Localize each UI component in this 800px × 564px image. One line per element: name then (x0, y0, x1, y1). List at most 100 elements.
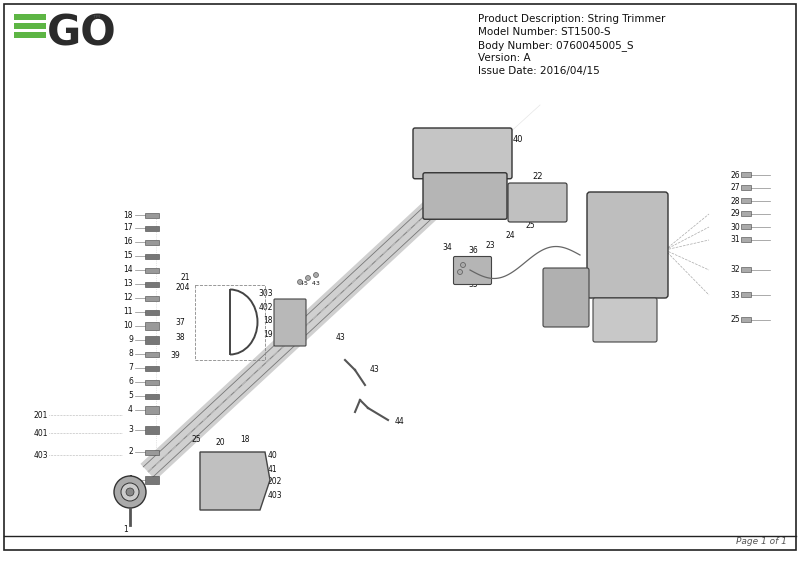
Text: 43: 43 (335, 333, 345, 342)
Text: 40: 40 (268, 451, 278, 460)
FancyBboxPatch shape (423, 173, 507, 219)
Text: 29: 29 (730, 209, 740, 218)
Circle shape (314, 272, 318, 277)
Bar (741, 292, 751, 297)
FancyBboxPatch shape (454, 257, 491, 284)
Text: 43: 43 (370, 365, 380, 374)
Bar (145, 322, 159, 330)
Text: 23: 23 (485, 241, 495, 250)
Text: Product Description: String Trimmer: Product Description: String Trimmer (478, 14, 666, 24)
Text: 12: 12 (123, 293, 133, 302)
Text: Version: A: Version: A (478, 53, 530, 63)
FancyBboxPatch shape (587, 192, 668, 298)
Text: 204: 204 (175, 283, 190, 292)
Text: 18: 18 (263, 316, 273, 325)
Bar (741, 172, 751, 177)
Text: 401: 401 (34, 429, 48, 438)
Text: 5: 5 (128, 391, 133, 400)
Bar (145, 254, 159, 259)
Text: 36: 36 (468, 246, 478, 255)
Text: 202: 202 (268, 478, 282, 487)
Text: 402: 402 (258, 303, 273, 312)
Text: 27: 27 (730, 183, 740, 192)
Circle shape (298, 280, 302, 284)
Text: Page 1 of 1: Page 1 of 1 (736, 537, 787, 546)
Text: 19: 19 (263, 330, 273, 339)
Text: 6: 6 (128, 377, 133, 386)
Text: 7: 7 (128, 364, 133, 372)
Bar (14, 23, 46, 29)
Text: Body Number: 0760045005_S: Body Number: 0760045005_S (478, 40, 634, 51)
Text: 13: 13 (123, 280, 133, 289)
Text: 403: 403 (34, 451, 48, 460)
Text: 35: 35 (468, 280, 478, 289)
Text: 4: 4 (128, 406, 133, 415)
Text: 37: 37 (175, 318, 185, 327)
Bar (14, 32, 46, 38)
Circle shape (121, 483, 139, 501)
Text: GO: GO (47, 13, 117, 55)
Text: 18: 18 (240, 435, 250, 444)
Bar (145, 450, 159, 455)
Text: 25: 25 (191, 435, 201, 444)
Bar (145, 240, 159, 245)
Text: 8: 8 (128, 350, 133, 359)
Bar (145, 213, 159, 218)
Circle shape (306, 275, 310, 280)
Bar (145, 310, 159, 315)
Text: Model Number: ST1500-S: Model Number: ST1500-S (478, 27, 610, 37)
Bar (145, 268, 159, 273)
Text: 45  43: 45 43 (300, 281, 320, 286)
FancyBboxPatch shape (593, 298, 657, 342)
Bar (145, 426, 159, 434)
Polygon shape (200, 452, 270, 510)
Bar (741, 224, 751, 229)
Text: 1: 1 (128, 475, 133, 484)
Text: 25: 25 (730, 315, 740, 324)
Bar (145, 380, 159, 385)
Text: 32: 32 (730, 266, 740, 275)
Text: 33: 33 (730, 290, 740, 299)
Circle shape (126, 488, 134, 496)
Bar (145, 296, 159, 301)
Text: 303: 303 (258, 289, 273, 298)
Text: Issue Date: 2016/04/15: Issue Date: 2016/04/15 (478, 66, 600, 76)
Text: 40: 40 (513, 135, 523, 144)
Text: 41: 41 (268, 465, 278, 474)
Text: 20: 20 (215, 438, 225, 447)
Bar (145, 282, 159, 287)
Circle shape (461, 262, 466, 267)
FancyBboxPatch shape (413, 128, 512, 179)
Bar (14, 14, 46, 20)
Text: 9: 9 (128, 336, 133, 345)
Text: 21: 21 (181, 273, 190, 282)
Text: 17: 17 (123, 223, 133, 232)
Text: 44: 44 (395, 417, 405, 426)
Text: 2: 2 (128, 447, 133, 456)
Text: 34: 34 (442, 243, 452, 252)
Text: 24: 24 (505, 231, 515, 240)
Bar (145, 406, 159, 414)
Bar (145, 394, 159, 399)
Text: ™: ™ (92, 13, 102, 23)
Text: 16: 16 (123, 237, 133, 246)
Text: 22: 22 (533, 172, 543, 181)
Text: 30: 30 (730, 223, 740, 231)
FancyBboxPatch shape (274, 299, 306, 346)
Text: 14: 14 (123, 266, 133, 275)
Text: 39: 39 (170, 351, 180, 360)
Text: 201: 201 (34, 411, 48, 420)
Text: 1: 1 (123, 526, 128, 535)
Text: 28: 28 (730, 196, 740, 205)
Text: 403: 403 (268, 491, 282, 500)
Bar (195, 285, 265, 360)
Text: 15: 15 (123, 252, 133, 261)
Text: 3: 3 (128, 425, 133, 434)
Text: 10: 10 (123, 321, 133, 331)
Bar (145, 336, 159, 344)
Text: 11: 11 (123, 307, 133, 316)
Text: 31: 31 (730, 236, 740, 245)
Bar (145, 366, 159, 371)
Text: 26: 26 (730, 170, 740, 179)
Bar (741, 267, 751, 272)
